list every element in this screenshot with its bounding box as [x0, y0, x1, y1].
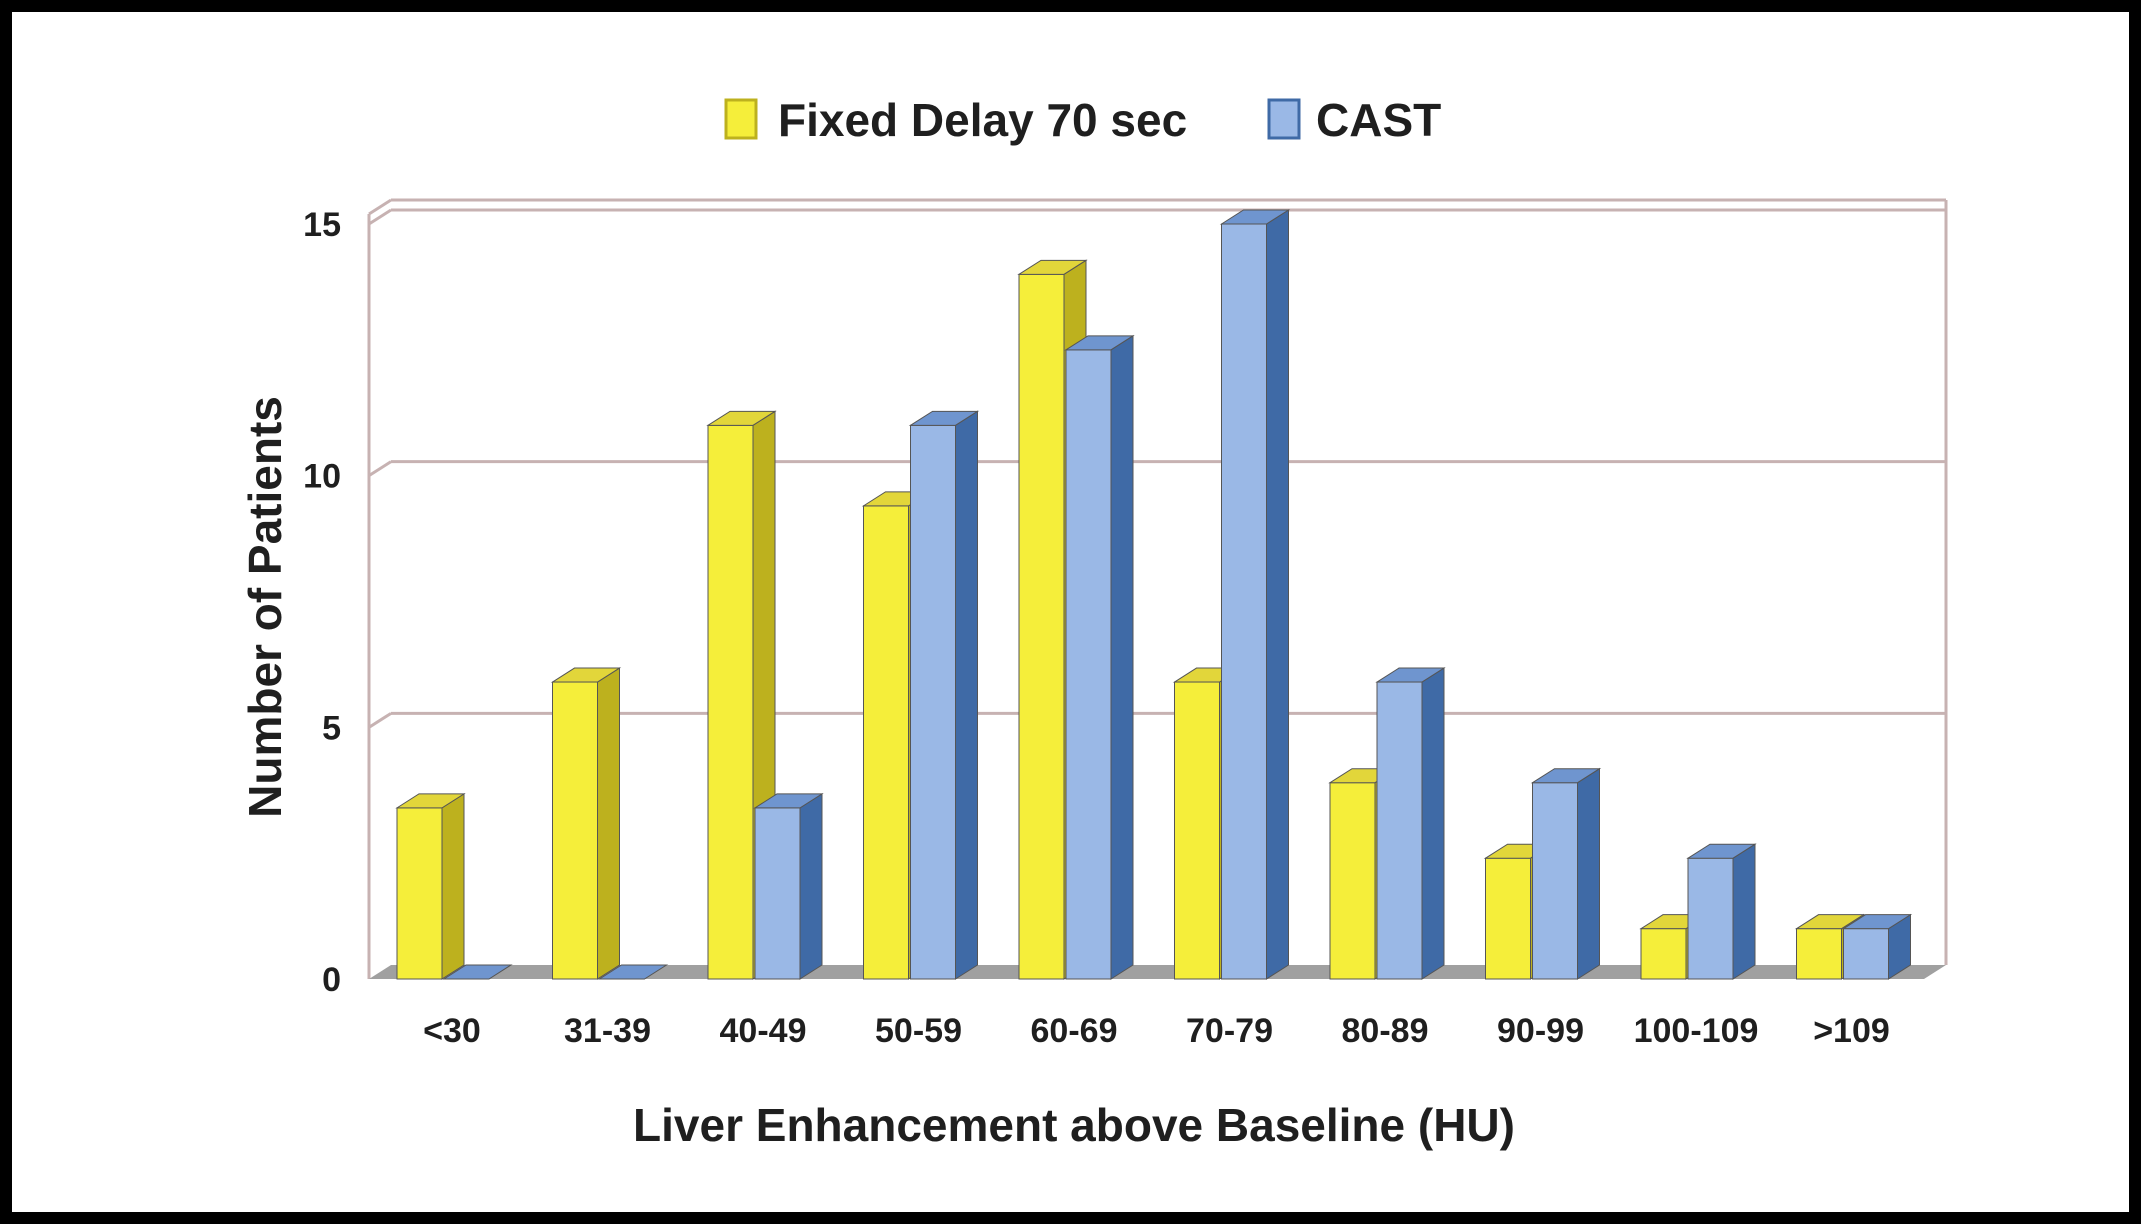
side-wall-top: [368, 198, 392, 216]
bar-top: [1530, 768, 1602, 784]
gridlines: [368, 208, 1946, 729]
y-tick-label: 0: [322, 961, 341, 999]
y-tick-label: 10: [303, 458, 341, 496]
bar-cast-7: [1530, 767, 1602, 980]
bar-top: [1794, 914, 1866, 930]
bar-side: [799, 792, 823, 980]
x-axis-ticks: <30 31-39 40-49 50-59 60-69 70-79 80-89 90-99 10…: [423, 1012, 1890, 1050]
bar-top: [706, 410, 777, 426]
y-tick-label: 5: [322, 709, 341, 747]
bar-top: [1219, 209, 1291, 225]
x-tick-label: >109: [1813, 1012, 1890, 1050]
legend-item-fixed-delay: Fixed Delay 70 sec: [724, 94, 1187, 146]
gridline-side: [368, 460, 392, 477]
gridline-side: [368, 712, 392, 729]
bar-cast-2: [753, 792, 824, 980]
bar-cast-9: [1841, 913, 1913, 980]
bar-fixed-delay-1: [550, 667, 622, 980]
bar-front: [910, 424, 956, 980]
y-axis-ticks: 0 5 10 15: [303, 206, 341, 999]
legend-swatch-fixed-delay: [724, 98, 758, 140]
bar-top: [597, 964, 669, 980]
x-tick-label: 100-109: [1634, 1012, 1759, 1050]
bar-front: [1174, 681, 1220, 980]
bar-top: [1017, 259, 1088, 275]
x-tick-label: 50-59: [875, 1012, 962, 1050]
legend-item-cast: CAST: [1267, 94, 1441, 146]
x-tick-label: 70-79: [1186, 1012, 1273, 1050]
bar-cast-1: [597, 964, 669, 980]
bar-front: [1843, 928, 1889, 980]
bar-side: [1110, 334, 1134, 980]
bar-side: [597, 667, 620, 980]
y-tick-label: 15: [303, 206, 341, 244]
bar-front: [1532, 782, 1578, 980]
bar-front: [396, 807, 443, 980]
bar-front: [552, 681, 598, 980]
bar-side: [1577, 767, 1600, 980]
bar-top: [1064, 335, 1135, 351]
legend-label-cast: CAST: [1316, 94, 1441, 146]
plot-walls: [367, 198, 1948, 979]
bar-fixed-delay-0: [395, 792, 466, 980]
x-tick-label: 80-89: [1342, 1012, 1429, 1050]
x-tick-label: 40-49: [720, 1012, 807, 1050]
bar-cast-0: [442, 964, 513, 980]
bar-front: [1640, 928, 1687, 980]
bars: [395, 209, 1913, 980]
bar-cast-4: [1064, 334, 1135, 980]
bar-front: [1221, 223, 1267, 980]
bar-front: [863, 505, 909, 980]
legend-label-fixed-delay: Fixed Delay 70 sec: [778, 94, 1187, 146]
bar-top: [1375, 667, 1446, 683]
bar-front: [1376, 681, 1423, 980]
bar-side: [1266, 209, 1289, 980]
bar-top: [1686, 843, 1757, 859]
bar-front: [1796, 928, 1842, 980]
x-tick-label: 90-99: [1497, 1012, 1584, 1050]
bar-top: [550, 667, 622, 683]
bar-top: [753, 793, 824, 809]
bar-front: [1485, 857, 1531, 980]
bar-side: [1732, 843, 1756, 980]
bar-side: [1421, 667, 1445, 980]
x-tick-label: 60-69: [1031, 1012, 1118, 1050]
legend-swatch-cast: [1267, 98, 1301, 140]
x-tick-label: 31-39: [564, 1012, 651, 1050]
x-axis-title: Liver Enhancement above Baseline (HU): [633, 1099, 1515, 1151]
gridline-side: [368, 208, 392, 226]
bar-front: [1687, 857, 1734, 980]
bar-front: [1065, 349, 1112, 980]
bar-top: [1841, 914, 1913, 930]
bar-chart: 0 5 10 15 <30 31-39 40-49 50-59 60-69 70-79 80-89…: [239, 94, 1948, 1151]
bar-front: [1018, 273, 1065, 980]
legend: Fixed Delay 70 sec CAST: [724, 94, 1441, 146]
bar-side: [955, 410, 978, 980]
bar-cast-3: [908, 410, 980, 980]
bar-cast-5: [1219, 209, 1291, 980]
bar-cast-6: [1375, 667, 1446, 980]
x-tick-label: <30: [423, 1012, 481, 1050]
y-axis-title: Number of Patients: [239, 396, 291, 818]
bar-front: [1329, 782, 1376, 980]
bar-top: [442, 964, 513, 980]
bar-front: [754, 807, 801, 980]
bar-top: [908, 410, 980, 426]
bar-top: [395, 793, 466, 809]
bar-front: [707, 424, 754, 980]
bar-side: [441, 792, 465, 980]
bar-cast-8: [1686, 843, 1757, 980]
